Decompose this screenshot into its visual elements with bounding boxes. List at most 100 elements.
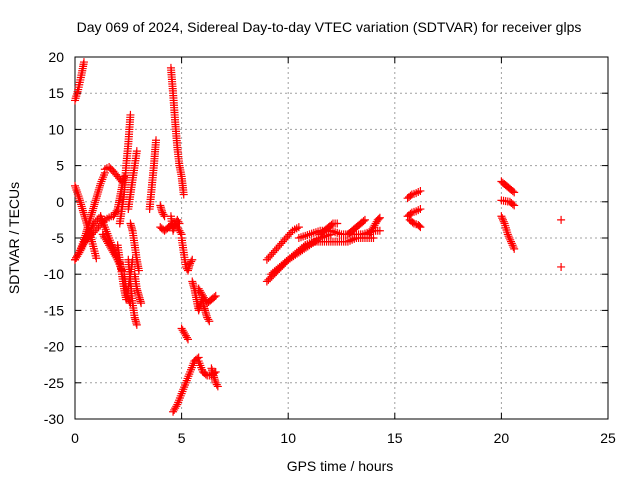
- y-tick-label: -20: [44, 339, 64, 355]
- data-point: [416, 223, 425, 232]
- x-tick-label: 5: [178, 430, 186, 446]
- data-point: [71, 96, 79, 105]
- data-point: [172, 402, 181, 411]
- data-point: [80, 210, 89, 219]
- data-point: [75, 196, 84, 205]
- y-tick-label: -30: [44, 411, 64, 427]
- data-point: [213, 382, 222, 391]
- data-point: [509, 243, 518, 252]
- data-point: [299, 232, 308, 241]
- data-point: [132, 147, 141, 156]
- data-point: [406, 209, 415, 218]
- data-point: [508, 241, 517, 250]
- x-tick-label: 0: [71, 430, 79, 446]
- data-point: [182, 333, 191, 342]
- data-point: [88, 208, 97, 217]
- data-point: [416, 186, 425, 195]
- data-point: [95, 183, 104, 192]
- y-tick-label: 10: [48, 121, 64, 137]
- data-point: [359, 217, 368, 226]
- data-point: [327, 220, 336, 229]
- data-point: [175, 219, 184, 228]
- data-point: [134, 266, 143, 275]
- plot-frame: [74, 56, 609, 420]
- data-point: [294, 223, 303, 232]
- data-point: [335, 229, 344, 238]
- data-point: [307, 229, 316, 238]
- data-point: [510, 201, 519, 210]
- x-tick-label: 10: [280, 430, 296, 446]
- y-tick-label: -15: [44, 302, 64, 318]
- data-point: [93, 190, 102, 199]
- x-axis-label: GPS time / hours: [287, 458, 394, 474]
- data-point: [360, 215, 369, 224]
- data-point: [506, 235, 515, 244]
- data-point: [137, 299, 146, 308]
- y-axis-label: SDTVAR / TECUs: [6, 182, 22, 294]
- axis-ticks: 0 5 10 15 20 25 -30 -25 -20 -15 -10 -5 0 5 10 15 20: [44, 49, 616, 446]
- data-point: [179, 190, 188, 199]
- data-point: [159, 210, 168, 219]
- data-point: [211, 378, 220, 387]
- data-point: [499, 217, 508, 226]
- data-point: [91, 196, 100, 205]
- x-tick-label: 25: [600, 430, 616, 446]
- data-point: [94, 187, 103, 196]
- data-point: [501, 223, 510, 232]
- data-point: [71, 181, 79, 190]
- data-point: [92, 194, 101, 203]
- data-point: [74, 192, 83, 201]
- data-point: [333, 228, 342, 237]
- data-point: [72, 89, 81, 98]
- data-point: [112, 206, 121, 215]
- data-point: [504, 232, 513, 241]
- data-point: [506, 237, 515, 246]
- data-point: [201, 370, 210, 379]
- y-tick-label: 15: [48, 85, 64, 101]
- data-point: [71, 94, 80, 103]
- data-point: [505, 234, 514, 242]
- y-tick-label: -5: [52, 230, 65, 246]
- data-point: [416, 205, 425, 214]
- data-point: [79, 58, 88, 67]
- data-point: [309, 228, 318, 237]
- data-point: [78, 206, 87, 215]
- data-point: [498, 214, 507, 223]
- data-point: [79, 208, 88, 217]
- data-point: [71, 183, 80, 192]
- data-point: [176, 228, 185, 237]
- data-point: [204, 315, 213, 324]
- data-point: [503, 230, 512, 239]
- data-point: [374, 214, 383, 223]
- data-point: [78, 204, 87, 213]
- data-point: [510, 188, 519, 197]
- data-point: [187, 257, 196, 266]
- data-point: [183, 335, 192, 344]
- data-point: [508, 200, 517, 209]
- data-point: [89, 204, 98, 213]
- x-tick-label: 15: [387, 430, 403, 446]
- data-point: [92, 254, 101, 263]
- data-point: [333, 219, 342, 228]
- y-tick-label: -10: [44, 266, 64, 282]
- data-point: [92, 192, 101, 201]
- y-tick-label: 0: [56, 194, 64, 210]
- data-point: [210, 293, 219, 302]
- data-point: [205, 317, 214, 326]
- data-point: [415, 222, 424, 231]
- data-point: [126, 110, 135, 119]
- data-point: [510, 244, 519, 253]
- chart-title: Day 069 of 2024, Sidereal Day-to-day VTE…: [77, 19, 582, 35]
- data-point: [507, 239, 516, 248]
- data-point: [88, 206, 97, 215]
- data-point: [76, 198, 85, 207]
- data-point: [89, 202, 98, 211]
- data-point: [132, 320, 141, 329]
- data-point: [77, 202, 86, 211]
- data-point: [369, 234, 378, 242]
- data-point: [174, 217, 183, 226]
- data-point: [508, 187, 517, 196]
- data-points: [71, 58, 566, 416]
- data-point: [557, 262, 566, 271]
